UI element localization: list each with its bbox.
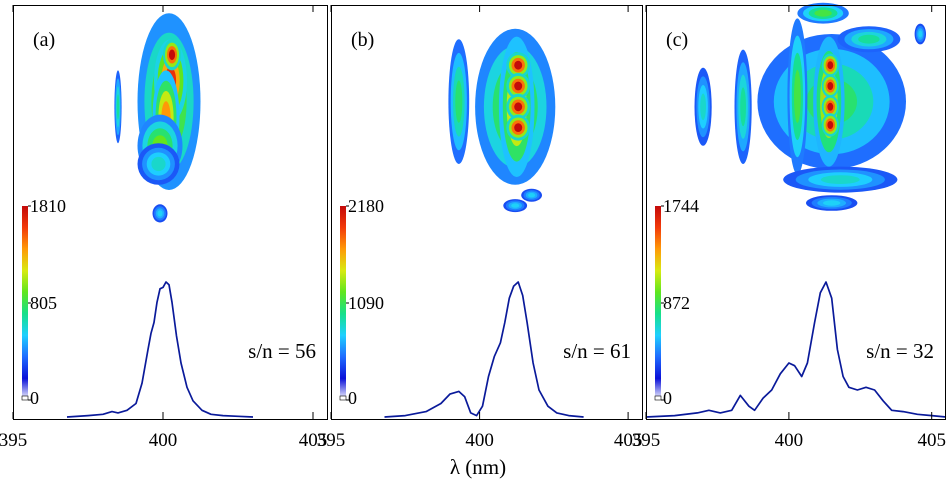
panel-b-colorbar-max-label: 2180 [348, 196, 384, 216]
panel-a-image-blob-6-layer-3 [116, 94, 120, 120]
panel-c-colorbar-min-label: 0 [663, 388, 672, 408]
panel-c-image-blob-10-layer-3 [858, 34, 880, 44]
panel-b-image-blob-2-layer-3 [514, 60, 523, 70]
x-axis-label: λ (nm) [450, 455, 506, 479]
panel-c-image-blob-2-layer-3 [827, 61, 834, 70]
panel-b-colorbar-mid-label: 1090 [348, 293, 384, 313]
panel-a-colorbar-min-label: 0 [30, 388, 39, 408]
panel-b-colorbar-min-label: 0 [348, 388, 357, 408]
panel-a-xtick-label-400: 400 [149, 430, 178, 451]
panel-c: 1744 872 0 395 400 405 (c) s/n = 32 [632, 2, 947, 451]
panel-b-xtick-label-405: 405 [614, 430, 643, 451]
panel-c-image-blob-3-layer-3 [827, 82, 834, 90]
panel-b-image-blob-7-layer-3 [511, 203, 520, 208]
panel-a-ticks [12, 5, 314, 419]
panel-a-image-blob-5-layer-3 [151, 156, 166, 172]
panel-a-xtick-label-405: 405 [299, 430, 328, 451]
panel-c-colorbar-gradient [655, 206, 661, 400]
panel-c-image-blob-6-layer-3 [794, 69, 801, 123]
panel-b-image-blob-6-layer-3 [455, 80, 463, 123]
panel-b-colorbar-gradient [340, 206, 346, 400]
panel-a-colorbar-gradient [22, 206, 28, 400]
panel-c-colorbar-mid-label: 872 [663, 293, 690, 313]
panel-b: 2180 1090 0 395 400 405 (b) s/n = 61 [317, 5, 643, 451]
panel-b-image-blob-4-layer-3 [514, 102, 523, 112]
panel-c-image-blob-5-layer-3 [827, 121, 834, 129]
panel-a-image-blob-7-layer-3 [157, 210, 163, 217]
panel-b-intensity-image [448, 28, 556, 213]
panel-c-image-blob-9-layer-3 [814, 9, 832, 17]
panel-b-frame [331, 5, 643, 420]
panel-b-spectrum-line [384, 281, 584, 418]
panel-c-xtick-label-400: 400 [775, 430, 804, 451]
panel-b-ticks [330, 5, 629, 419]
panel-b-label: (b) [351, 29, 374, 51]
panel-a-image-blob-2-layer-3 [168, 49, 176, 61]
panel-b-colorbar [339, 205, 349, 401]
panel-c-image-blob-4-layer-3 [827, 102, 834, 111]
panel-a-xtick-label-395: 395 [0, 430, 27, 451]
panel-c-image-blob-7-layer-3 [740, 87, 746, 127]
panel-c-intensity-image [694, 2, 926, 211]
panel-b-xtick-label-395: 395 [317, 430, 346, 451]
panel-a-colorbar-mid-label: 805 [30, 293, 57, 313]
panel-c-image-blob-11-layer-3 [820, 175, 860, 185]
panel-c-xtick-label-405: 405 [917, 430, 946, 451]
panel-a-intensity-image [114, 13, 201, 223]
panel-a-label: (a) [33, 29, 55, 51]
panel-c-snr-annotation: s/n = 32 [866, 339, 934, 363]
panel-c-colorbar-max-label: 1744 [663, 196, 699, 216]
panel-c-xtick-label-395: 395 [632, 430, 661, 451]
panel-a-frame [13, 5, 328, 420]
panel-a-colorbar-zero-swatch [21, 395, 29, 401]
panel-a-colorbar [21, 205, 31, 401]
panel-b-snr-annotation: s/n = 61 [563, 339, 631, 363]
panel-b-image-blob-8-layer-3 [528, 193, 536, 198]
panel-c-colorbar [654, 205, 664, 401]
panel-c-image-blob-8-layer-3 [700, 93, 706, 121]
panel-a: 1810 805 0 395 400 405 (a) s/n = 56 [0, 5, 328, 451]
panel-a-colorbar-max-label: 1810 [30, 196, 66, 216]
panel-b-colorbar-zero-swatch [339, 395, 347, 401]
panel-b-image-blob-3-layer-3 [514, 81, 523, 91]
panel-a-snr-annotation: s/n = 56 [248, 339, 316, 363]
panel-c-label: (c) [666, 29, 688, 51]
panel-c-spectrum-line [645, 281, 947, 418]
panel-c-colorbar-zero-swatch [654, 395, 662, 401]
panel-c-ticks [645, 5, 933, 419]
panel-a-spectrum-line [66, 281, 254, 418]
panel-c-image-blob-12-layer-3 [823, 200, 841, 206]
panel-c-image-blob-13-layer-3 [918, 30, 923, 38]
panel-b-image-blob-5-layer-3 [514, 123, 523, 132]
panel-b-xtick-label-400: 400 [465, 430, 494, 451]
panel-c-frame [646, 5, 946, 420]
